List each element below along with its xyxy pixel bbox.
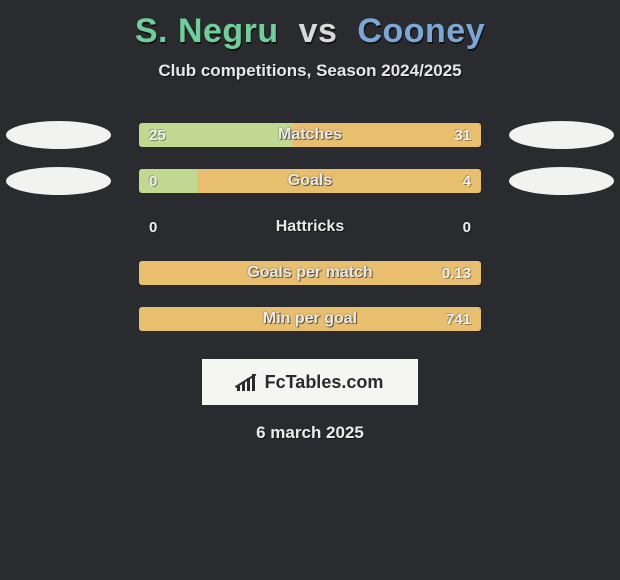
stat-value-left: 25 [149, 123, 166, 147]
stat-row: 741Min per goal [0, 307, 620, 331]
player2-chip [509, 167, 614, 195]
bar-segment-right [139, 307, 481, 331]
player1-chip [6, 121, 111, 149]
stat-row: 0 0Hattricks [0, 215, 620, 239]
bar-segment-right [292, 123, 481, 147]
stat-value-left: 0 [149, 215, 157, 239]
player2-name: Cooney [357, 12, 485, 50]
bar-segment-left [139, 169, 197, 193]
stat-value-right: 31 [454, 123, 471, 147]
subtitle: Club competitions, Season 2024/2025 [0, 61, 620, 81]
bar-segment-right [197, 169, 481, 193]
stat-bar: 741Min per goal [139, 307, 481, 331]
stat-value-right: 0 [463, 215, 471, 239]
stat-row: 0.13Goals per match [0, 261, 620, 285]
comparison-rows: 2531Matches04Goals00Hattricks0.13Goals p… [0, 123, 620, 331]
stat-row: 04Goals [0, 169, 620, 193]
stat-value-right: 741 [446, 307, 471, 331]
player1-name: S. Negru [135, 12, 279, 50]
stat-bar: 04Goals [139, 169, 481, 193]
stat-bar: 2531Matches [139, 123, 481, 147]
stat-row: 2531Matches [0, 123, 620, 147]
bar-segment-right [139, 261, 481, 285]
date-text: 6 march 2025 [0, 423, 620, 443]
stat-bar: 0.13Goals per match [139, 261, 481, 285]
brand-bars-icon [237, 373, 259, 391]
player2-chip [509, 121, 614, 149]
stat-value-right: 4 [463, 169, 471, 193]
stat-label: Hattricks [139, 215, 481, 239]
stat-value-right: 0.13 [442, 261, 471, 285]
page-title: S. Negru vs Cooney [0, 0, 620, 51]
stat-bar: 0 0Hattricks [139, 215, 481, 239]
brand-text: FcTables.com [265, 372, 384, 393]
stat-value-left: 0 [149, 169, 157, 193]
player1-chip [6, 167, 111, 195]
brand-badge: FcTables.com [202, 359, 418, 405]
vs-text: vs [299, 12, 338, 50]
